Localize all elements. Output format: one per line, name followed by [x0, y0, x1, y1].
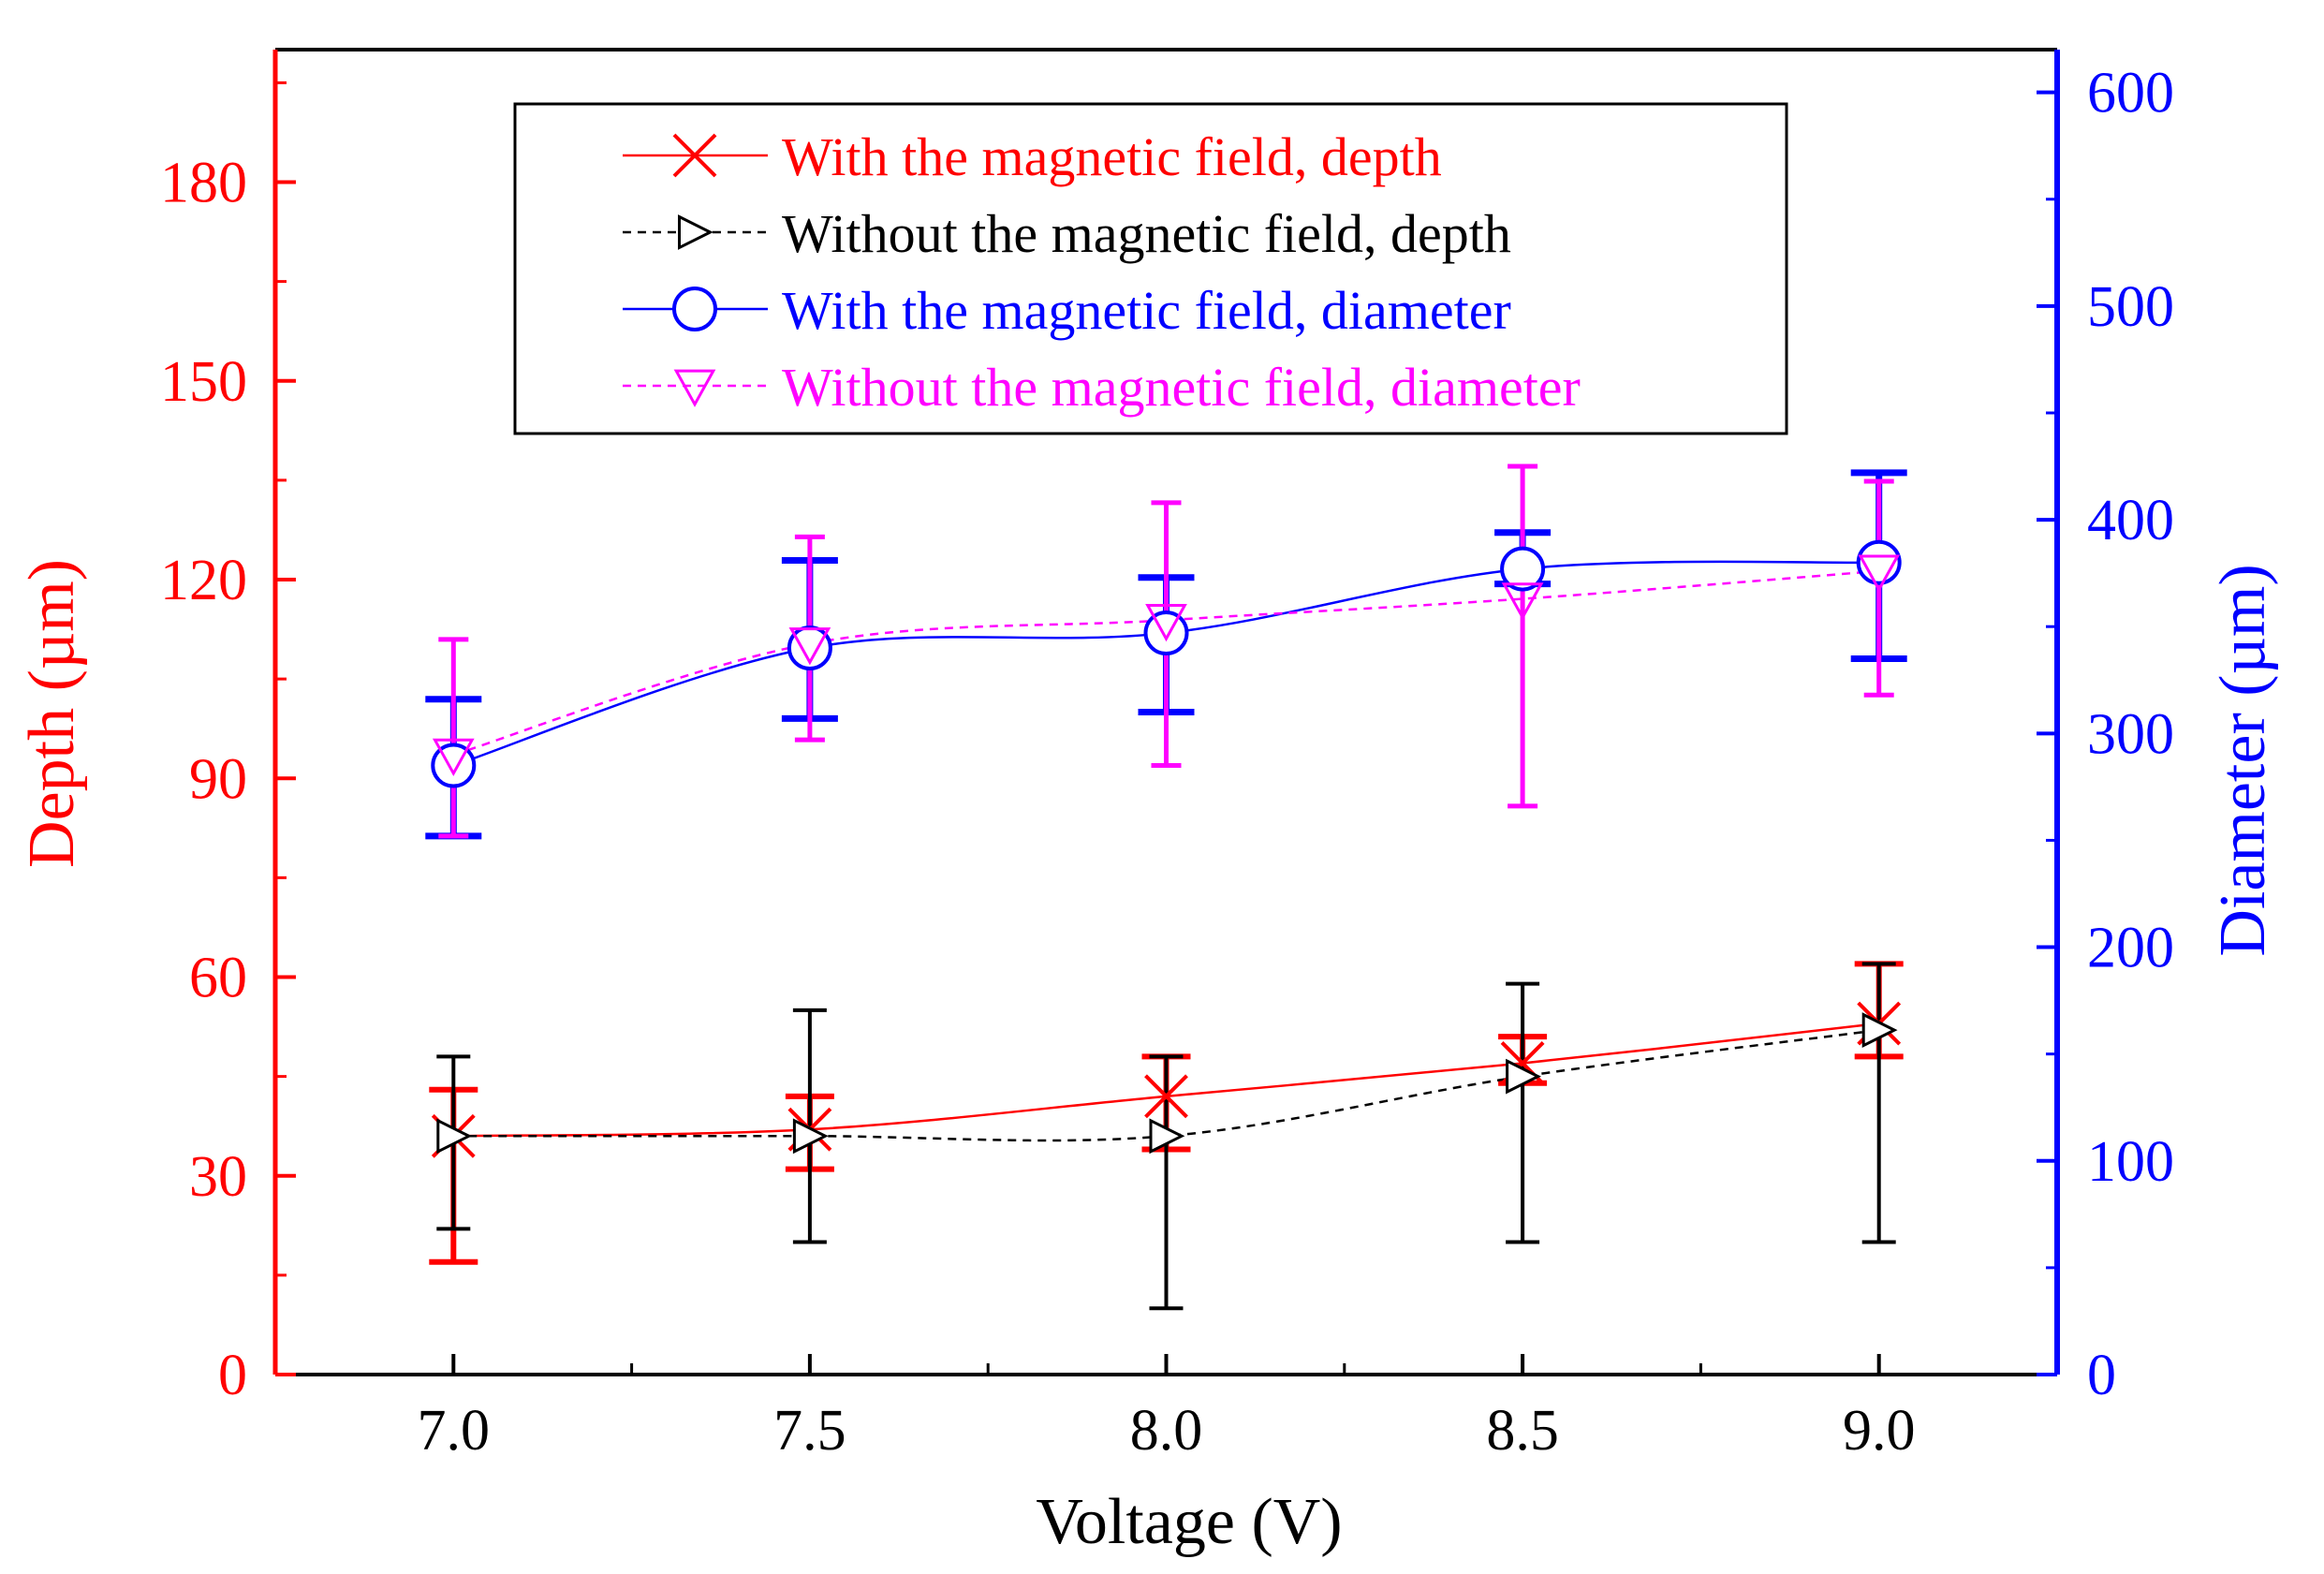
data-point-without-the-magnetic-field-diameter	[432, 738, 475, 777]
left-y-tick-label: 60	[189, 947, 247, 1010]
left-y-tick-label: 0	[218, 1344, 247, 1407]
legend: With the magnetic field, depth Without th…	[513, 102, 1788, 435]
data-point-with-the-magnetic-field-diameter	[1143, 610, 1189, 656]
x-tick-label: 9.0	[1843, 1399, 1916, 1463]
x-tick-label: 7.0	[418, 1399, 491, 1463]
data-point-with-the-magnetic-field-diameter	[787, 625, 832, 671]
x-tick-label: 8.5	[1486, 1399, 1559, 1463]
data-point-without-the-magnetic-field-diameter	[1145, 604, 1187, 642]
right-y-tick-label: 600	[2087, 62, 2174, 125]
legend-label-with-the-magnetic-field-diameter: With the magnetic field, diameter	[782, 280, 1511, 341]
legend-marker-without-the-magnetic-field-diameter	[673, 369, 716, 407]
error-bars	[425, 463, 1907, 1311]
right-y-tick-label: 0	[2087, 1344, 2116, 1407]
legend-box	[513, 102, 1788, 435]
right-y-tick-label: 100	[2087, 1130, 2174, 1194]
right-y-axis-label: Diameter (µm)	[2207, 564, 2279, 956]
right-y-tick-label: 200	[2087, 917, 2174, 980]
legend-label-without-the-magnetic-field-depth: Without the magnetic field, depth	[782, 203, 1511, 264]
legend-marker-without-the-magnetic-field-depth	[678, 214, 713, 250]
left-y-tick-label: 90	[189, 747, 247, 811]
error-bar-without-the-magnetic-field-depth	[1861, 962, 1896, 1244]
legend-label-with-the-magnetic-field-depth: With the magnetic field, depth	[782, 126, 1442, 187]
error-bar-without-the-magnetic-field-depth	[1506, 981, 1540, 1244]
data-point-without-the-magnetic-field-depth	[436, 1118, 473, 1155]
error-bar-without-the-magnetic-field-diameter	[1508, 463, 1538, 809]
legend-marker-with-the-magnetic-field-diameter	[672, 287, 717, 331]
series-markers	[431, 539, 1902, 1158]
data-point-without-the-magnetic-field-depth	[1149, 1118, 1185, 1155]
x-axis-label: Voltage (V)	[1036, 1486, 1342, 1558]
legend-marker-with-the-magnetic-field-depth	[672, 133, 717, 178]
data-point-with-the-magnetic-field-diameter	[1500, 546, 1546, 592]
legend-label-without-the-magnetic-field-diameter: Without the magnetic field, diameter	[782, 357, 1581, 418]
data-point-without-the-magnetic-field-depth	[1506, 1058, 1541, 1095]
error-bar-without-the-magnetic-field-diameter	[438, 637, 469, 839]
right-y-tick-label: 400	[2087, 489, 2174, 552]
data-point-without-the-magnetic-field-depth	[1861, 1012, 1898, 1049]
plot-frame	[272, 48, 2060, 1376]
x-tick-label: 8.0	[1130, 1399, 1203, 1463]
error-bar-without-the-magnetic-field-depth	[792, 1008, 827, 1244]
left-y-tick-label: 180	[160, 152, 247, 215]
data-point-without-the-magnetic-field-depth	[792, 1118, 829, 1155]
data-point-without-the-magnetic-field-diameter	[1858, 554, 1901, 593]
x-tick-label: 7.5	[773, 1399, 846, 1463]
left-y-tick-label: 30	[189, 1145, 247, 1209]
left-y-tick-label: 120	[160, 549, 247, 612]
right-y-tick-label: 500	[2087, 275, 2174, 339]
left-y-tick-label: 150	[160, 350, 247, 414]
data-point-with-the-magnetic-field-diameter	[431, 743, 477, 788]
data-point-without-the-magnetic-field-diameter	[788, 627, 831, 666]
series-line-without-the-magnetic-field-depth	[453, 1028, 1879, 1142]
data-point-with-the-magnetic-field-depth	[1144, 1074, 1188, 1119]
right-y-tick-label: 300	[2087, 702, 2174, 766]
axis-ticks: 7.0 7.5 8.0 8.5 9.0 0 30 60 90 120 150 180 0 100 200 30…	[160, 62, 2174, 1463]
data-point-without-the-magnetic-field-diameter	[1501, 582, 1544, 621]
left-y-axis-label: Depth (µm)	[16, 559, 88, 868]
